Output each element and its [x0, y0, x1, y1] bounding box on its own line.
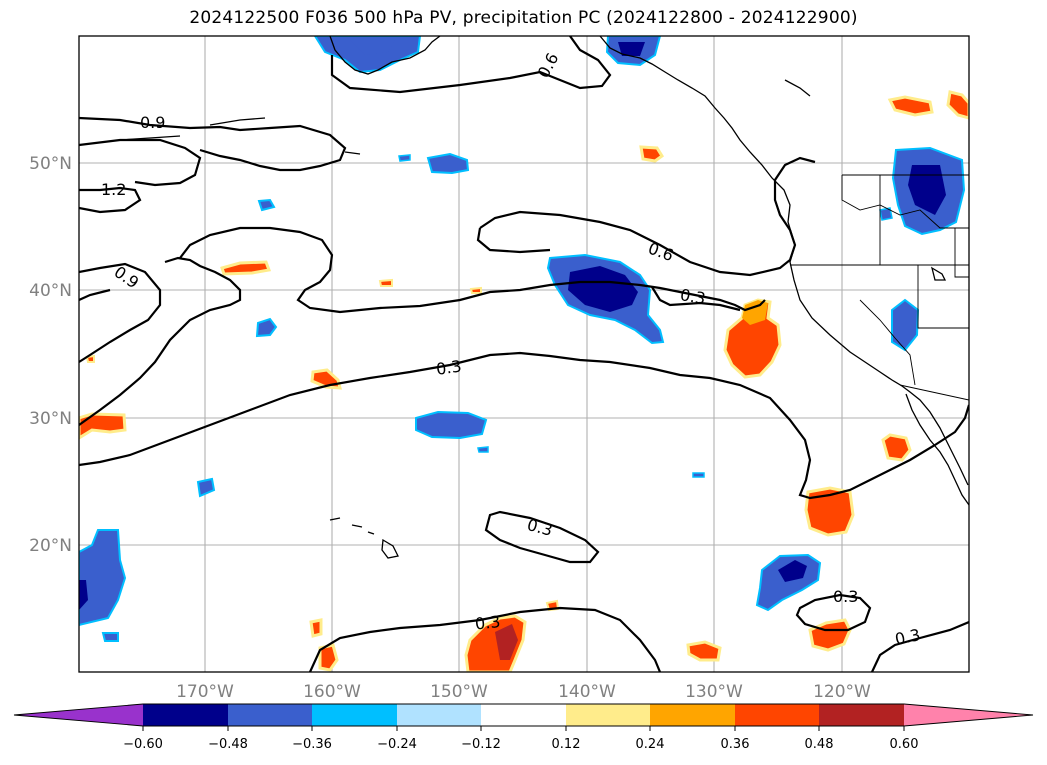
colorbar-tick-label: −0.12: [461, 737, 501, 752]
colorbar-segment: [481, 704, 566, 726]
colorbar-segment: [650, 704, 735, 726]
patch-small-2: [257, 198, 276, 212]
contour-label: 0.3: [474, 612, 501, 634]
lon-label: 130°W: [685, 682, 743, 702]
colorbar-tick-label: 0.12: [552, 737, 581, 752]
negative-precip-patches: [79, 36, 966, 642]
patch-small-1: [255, 317, 278, 338]
contour-label: 0.3: [679, 285, 707, 308]
patch-small-4: [101, 632, 119, 642]
patch-east-edge: [946, 90, 969, 120]
patch-west-edge: [79, 529, 127, 627]
map-frame: [78, 35, 970, 673]
colorbar-segment: [14, 704, 143, 726]
pv-contours: [79, 36, 969, 672]
patch-tiny-3: [469, 286, 482, 294]
patch-south-west-1: [318, 643, 339, 672]
contour-label: 0.9: [140, 113, 165, 132]
patch-small-7: [398, 154, 411, 162]
patch-22n: [804, 486, 855, 537]
patch-30n: [415, 410, 488, 440]
patch-small-6: [692, 472, 705, 478]
colorbar-tick-label: 0.36: [721, 737, 750, 752]
map-title: 2024122500 F036 500 hPa PV, precipitatio…: [189, 8, 858, 28]
lat-label: 40°N: [29, 281, 72, 301]
contour-label: 0.3: [893, 625, 922, 649]
colorbar-tick-label: 0.60: [890, 737, 919, 752]
colorbar-tick-label: −0.60: [123, 737, 163, 752]
lat-label: 30°N: [29, 409, 72, 429]
patch-small-5: [477, 446, 489, 453]
coastlines: [119, 36, 969, 559]
patch-south-small: [686, 640, 722, 662]
contour-label: 0.6: [534, 50, 563, 81]
patch-bc-coast: [887, 95, 934, 117]
lat-label: 20°N: [29, 536, 72, 556]
positive-precip-patches: [79, 90, 969, 672]
colorbar-segment: [566, 704, 650, 726]
contour-label: 0.3: [833, 587, 858, 606]
patch-tiny-2: [378, 278, 393, 287]
patch-south-west-2: [309, 618, 323, 638]
lon-label: 140°W: [558, 682, 616, 702]
colorbar-segment: [143, 704, 228, 726]
contour-label: 1.2: [101, 180, 126, 199]
colorbar: −0.60 −0.48 −0.36 −0.24 −0.12 0.12 0.24 …: [13, 703, 1034, 752]
patch-cal: [891, 298, 920, 352]
colorbar-tick-label: 0.24: [636, 737, 665, 752]
lon-label: 160°W: [303, 682, 361, 702]
patch-tiny-4: [85, 354, 95, 363]
patch-gulf-small: [639, 145, 665, 163]
lon-label: 120°W: [813, 682, 871, 702]
colorbar-tick-label: 0.48: [805, 737, 834, 752]
latitude-labels: 50°N 40°N 30°N 20°N: [29, 154, 72, 556]
patch-off-california: [723, 298, 782, 379]
colorbar-segment: [312, 704, 397, 726]
longitude-labels: 170°W 160°W 150°W 140°W 130°W 120°W: [176, 682, 871, 702]
colorbar-tick-label: −0.36: [292, 737, 332, 752]
lat-label: 50°N: [29, 154, 72, 174]
patch-baja: [881, 433, 912, 462]
colorbar-tick-label: −0.24: [377, 737, 417, 752]
colorbar-segment: [228, 704, 312, 726]
patch-168w: [220, 260, 272, 276]
patch-alaska-core: [350, 40, 395, 55]
colorbar-segment: [819, 704, 904, 726]
colorbar-segment: [904, 704, 1033, 726]
colorbar-segment: [397, 704, 481, 726]
patch-small-3: [196, 477, 216, 498]
patch-50n-small: [426, 152, 470, 175]
contour-label: 0.3: [435, 356, 463, 378]
patch-west-30n: [79, 412, 127, 440]
contour-label: 0.6: [646, 238, 676, 265]
colorbar-segment: [735, 704, 819, 726]
contour-label: 0.3: [525, 515, 555, 540]
contour-label: 0.9: [111, 262, 143, 292]
lon-label: 150°W: [430, 682, 488, 702]
colorbar-tick-label: −0.48: [208, 737, 248, 752]
lon-label: 170°W: [176, 682, 234, 702]
colorbar-ticks: [142, 726, 905, 731]
patch-12n-east: [808, 618, 852, 652]
